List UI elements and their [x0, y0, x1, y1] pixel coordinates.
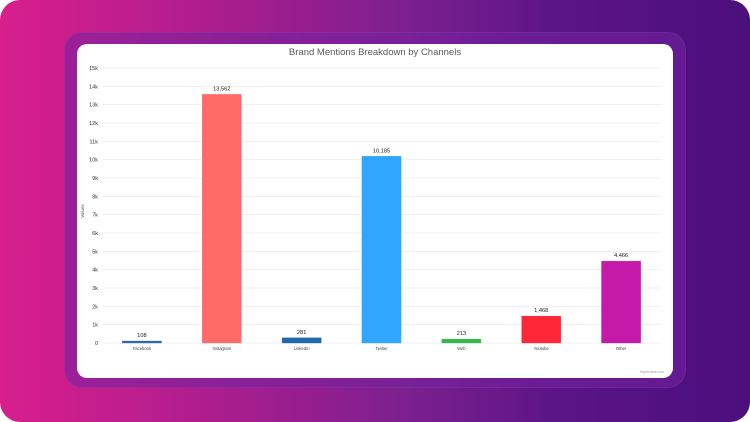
data-label-youtube: 1,468 — [534, 308, 548, 314]
bars-group — [122, 94, 641, 344]
bar-youtube[interactable] — [521, 315, 561, 344]
data-labels-group: 108 13,562 281 10,185 213 1,468 4,466 — [137, 86, 628, 339]
bar-instagram[interactable] — [202, 94, 242, 344]
y-tick-label: 9k — [92, 176, 98, 182]
y-tick-label: 7k — [92, 213, 98, 219]
y-tick-label: 4k — [92, 268, 98, 274]
y-tick-label: 8k — [92, 194, 98, 200]
y-axis-label: Values — [80, 204, 85, 218]
chart-title: Brand Mentions Breakdown by Channels — [289, 47, 461, 58]
x-tick-label: Facebook — [133, 346, 152, 351]
x-axis-ticks: Facebook Instagram LinkedIn Twitter Web Youtu… — [133, 346, 627, 351]
y-tick-label: 11k — [90, 139, 99, 145]
bar-twitter[interactable] — [361, 156, 402, 344]
x-tick-label: Other — [616, 346, 627, 351]
y-tick-label: 3k — [92, 286, 98, 292]
bar-linkedin[interactable] — [281, 337, 322, 344]
x-tick-label: Twitter — [375, 346, 388, 351]
y-tick-label: 5k — [92, 249, 98, 255]
y-tick-label: 10k — [89, 158, 98, 164]
y-tick-label: 14k — [89, 84, 98, 90]
data-label-linkedin: 281 — [297, 330, 307, 336]
chart-credit[interactable]: Highcharts.com — [640, 370, 664, 374]
x-tick-label: Web — [457, 346, 466, 351]
y-axis-ticks: 0 1k 2k 3k 4k 5k 6k 7k 8k 9k 10k 11k 12k 13k 14k 15k — [89, 66, 98, 347]
y-tick-label: 0 — [95, 341, 98, 347]
x-tick-label: Instagram — [212, 346, 231, 351]
bar-facebook[interactable] — [122, 340, 162, 344]
y-tick-label: 1k — [92, 323, 98, 329]
data-label-web: 213 — [457, 331, 467, 337]
y-tick-label: 12k — [89, 121, 98, 127]
data-label-twitter: 10,185 — [373, 148, 390, 154]
y-tick-label: 2k — [92, 304, 98, 310]
y-tick-label: 15k — [89, 66, 98, 72]
bar-web[interactable] — [441, 338, 482, 344]
y-tick-label: 6k — [92, 231, 98, 237]
x-tick-label: Youtube — [534, 346, 550, 351]
bar-other[interactable] — [601, 260, 641, 344]
y-tick-label: 13k — [89, 103, 98, 109]
data-label-instagram: 13,562 — [213, 86, 230, 92]
x-tick-label: LinkedIn — [294, 346, 311, 351]
data-label-facebook: 108 — [137, 333, 147, 339]
data-label-other: 4,466 — [614, 253, 628, 259]
chart-card: Brand Mentions Breakdown by Channels 0 1k… — [77, 44, 673, 378]
bar-chart: Brand Mentions Breakdown by Channels 0 1k… — [80, 47, 664, 374]
